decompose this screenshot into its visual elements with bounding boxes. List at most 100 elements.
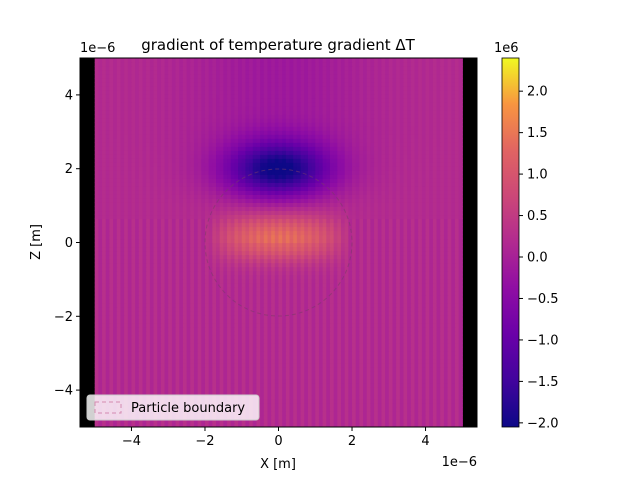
heatmap-cell bbox=[212, 350, 217, 356]
heatmap-cell bbox=[127, 306, 133, 312]
heatmap-cell bbox=[421, 338, 427, 344]
heatmap-cell bbox=[407, 354, 412, 360]
heatmap-cell bbox=[333, 362, 338, 368]
heatmap-cell bbox=[223, 366, 228, 372]
heatmap-cell bbox=[256, 330, 261, 336]
heatmap-cell bbox=[249, 322, 254, 328]
heatmap-cell bbox=[432, 246, 438, 252]
heatmap-cell bbox=[329, 250, 335, 256]
heatmap-cell bbox=[238, 362, 243, 368]
heatmap-cell bbox=[212, 234, 217, 240]
heatmap-cell bbox=[315, 362, 320, 368]
heatmap-cell bbox=[344, 270, 349, 276]
heatmap-cell bbox=[340, 290, 346, 296]
heatmap-cell bbox=[234, 386, 239, 392]
heatmap-cell bbox=[388, 286, 394, 292]
heatmap-cell bbox=[171, 422, 177, 427]
heatmap-cell bbox=[440, 350, 445, 356]
heatmap-cell bbox=[120, 422, 125, 427]
heatmap-cell bbox=[135, 266, 140, 272]
heatmap-cell bbox=[204, 354, 210, 360]
heatmap-cell bbox=[421, 418, 427, 424]
heatmap-cell bbox=[359, 334, 364, 340]
heatmap-cell bbox=[234, 238, 239, 244]
heatmap-cell bbox=[175, 298, 180, 304]
heatmap-cell bbox=[102, 354, 107, 360]
heatmap-cell bbox=[219, 350, 224, 356]
heatmap-cell bbox=[142, 278, 147, 284]
heatmap-cell bbox=[216, 378, 221, 384]
heatmap-cell bbox=[113, 266, 118, 272]
heatmap-cell bbox=[227, 290, 232, 296]
heatmap-cell bbox=[127, 270, 133, 276]
heatmap-cell bbox=[146, 310, 151, 316]
heatmap-cell bbox=[443, 250, 449, 256]
heatmap-cell bbox=[385, 398, 390, 404]
heatmap-cell bbox=[454, 326, 460, 332]
heatmap-cell bbox=[388, 314, 394, 320]
heatmap-cell bbox=[98, 366, 103, 372]
heatmap-cell bbox=[171, 258, 177, 264]
heatmap-cell bbox=[436, 286, 441, 292]
heatmap-cell bbox=[344, 238, 349, 244]
heatmap-cell bbox=[425, 234, 430, 240]
heatmap-cell bbox=[131, 298, 136, 304]
heatmap-cell bbox=[385, 254, 390, 260]
heatmap-cell bbox=[348, 394, 353, 400]
heatmap-cell bbox=[329, 338, 335, 344]
heatmap-cell bbox=[407, 398, 412, 404]
heatmap-cell bbox=[340, 398, 346, 404]
heatmap-cell bbox=[135, 270, 140, 276]
heatmap-cell bbox=[230, 306, 235, 312]
heatmap-cell bbox=[267, 282, 272, 288]
heatmap-cell bbox=[374, 338, 379, 344]
heatmap-cell bbox=[234, 270, 239, 276]
heatmap-cell bbox=[304, 290, 309, 296]
heatmap-cell bbox=[120, 246, 125, 252]
heatmap-cell bbox=[304, 362, 309, 368]
heatmap-cell bbox=[204, 382, 210, 388]
heatmap-cell bbox=[315, 402, 320, 408]
heatmap-cell bbox=[234, 362, 239, 368]
heatmap-cell bbox=[168, 242, 173, 248]
heatmap-cell bbox=[204, 346, 210, 352]
heatmap-cell bbox=[429, 250, 434, 256]
heatmap-cell bbox=[407, 306, 412, 312]
heatmap-cell bbox=[377, 254, 383, 260]
heatmap-cell bbox=[109, 270, 114, 276]
heatmap-cell bbox=[377, 234, 383, 240]
heatmap-cell bbox=[388, 278, 394, 284]
heatmap-cell bbox=[315, 374, 320, 380]
heatmap-cell bbox=[388, 342, 394, 348]
heatmap-cell bbox=[432, 374, 438, 380]
heatmap-cell bbox=[208, 346, 213, 352]
heatmap-cell bbox=[230, 350, 235, 356]
heatmap-cell bbox=[352, 394, 357, 400]
heatmap-cell bbox=[333, 354, 338, 360]
heatmap-cell bbox=[399, 354, 405, 360]
heatmap-cell bbox=[120, 354, 125, 360]
heatmap-cell bbox=[182, 326, 188, 332]
heatmap-cell bbox=[447, 294, 452, 300]
heatmap-cell bbox=[274, 406, 280, 412]
heatmap-cell bbox=[230, 342, 235, 348]
heatmap-cell bbox=[175, 382, 180, 388]
heatmap-cell bbox=[219, 418, 224, 424]
heatmap-cell bbox=[282, 390, 287, 396]
heatmap-cell bbox=[352, 326, 357, 332]
heatmap-cell bbox=[234, 302, 239, 308]
heatmap-cell bbox=[216, 278, 221, 284]
heatmap-cell bbox=[318, 274, 324, 280]
heatmap-cell bbox=[208, 270, 213, 276]
heatmap-cell bbox=[352, 262, 357, 268]
heatmap-cell bbox=[252, 326, 258, 332]
heatmap-cell bbox=[256, 302, 261, 308]
heatmap-cell bbox=[274, 238, 280, 244]
heatmap-cell bbox=[256, 342, 261, 348]
heatmap-cell bbox=[116, 234, 122, 240]
heatmap-cell bbox=[201, 386, 206, 392]
heatmap-cell bbox=[102, 278, 107, 284]
heatmap-cell bbox=[374, 334, 379, 340]
heatmap-cell bbox=[282, 410, 287, 416]
heatmap-cell bbox=[418, 406, 423, 412]
